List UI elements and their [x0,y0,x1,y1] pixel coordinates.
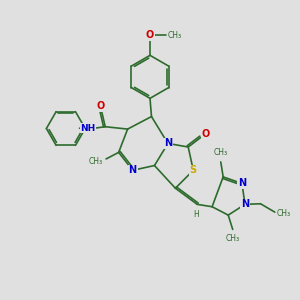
Text: N: N [164,138,172,148]
Text: CH₃: CH₃ [89,157,103,166]
Text: S: S [190,165,197,175]
Text: CH₃: CH₃ [214,148,228,158]
Text: N: N [241,199,249,209]
Text: O: O [146,30,154,40]
Text: O: O [202,129,210,139]
Text: O: O [97,101,105,111]
Text: CH₃: CH₃ [226,234,240,243]
Text: N: N [238,178,246,188]
Text: H: H [194,210,200,219]
Text: N: N [129,165,137,175]
Text: NH: NH [80,124,95,133]
Text: CH₃: CH₃ [277,209,291,218]
Text: CH₃: CH₃ [168,31,182,40]
